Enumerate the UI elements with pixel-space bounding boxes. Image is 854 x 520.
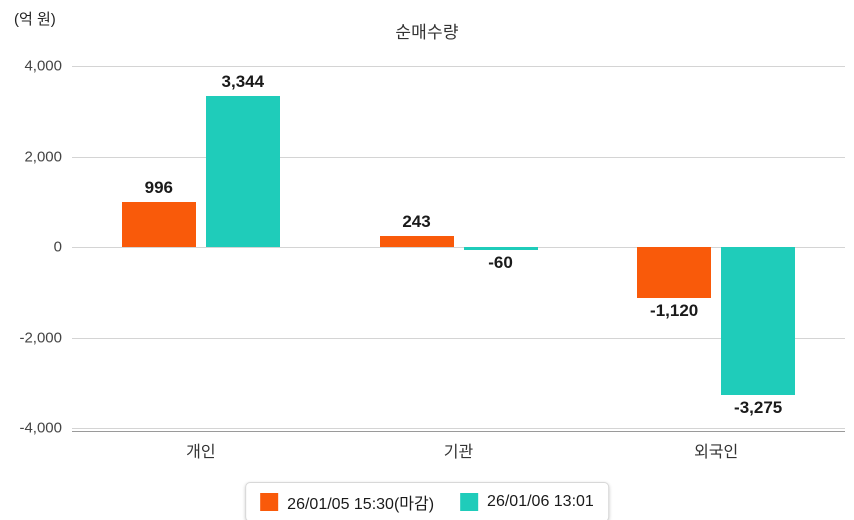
legend-item-0[interactable]: 26/01/05 15:30(마감) <box>260 490 434 514</box>
y-axis-tick-label: 4,000 <box>24 57 62 75</box>
y-axis-tick-label: 0 <box>53 238 62 256</box>
y-axis-tick-label: -4,000 <box>19 419 62 437</box>
x-axis-line <box>72 431 845 432</box>
bar-개인-s0[interactable] <box>121 201 196 247</box>
plot-area: 996 243 -1,120 3,344 -60 -3,275 <box>72 66 845 429</box>
x-axis-category-label: 외국인 <box>694 444 739 461</box>
x-axis-category-label: 개인 <box>186 444 216 461</box>
gridline <box>72 247 845 248</box>
chart-title: 순매수량 <box>395 23 459 42</box>
y-axis-tick-label: 2,000 <box>24 148 62 165</box>
gridline <box>72 156 845 158</box>
bar-value-label: -3,275 <box>734 398 783 418</box>
legend-label: 26/01/06 13:01 <box>487 493 594 510</box>
bar-기관-s1[interactable] <box>463 247 538 250</box>
bar-value-label: 996 <box>144 177 174 197</box>
bar-value-label: -60 <box>488 253 513 272</box>
gridline <box>72 337 845 339</box>
bar-value-label: -1,120 <box>650 300 699 320</box>
legend-swatch-icon <box>260 493 279 511</box>
chart-legend: 26/01/05 15:30(마감) 26/01/06 13:01 <box>245 482 609 520</box>
bar-value-label: 3,344 <box>221 71 265 91</box>
gridline <box>72 66 845 67</box>
legend-label: 26/01/05 15:30(마감) <box>287 496 435 513</box>
bar-기관-s0[interactable] <box>379 236 454 247</box>
x-axis-category-label: 기관 <box>443 444 474 461</box>
bar-value-label: 243 <box>402 212 431 231</box>
bar-외국인-s1[interactable] <box>721 247 796 396</box>
bar-개인-s1[interactable] <box>205 95 280 247</box>
y-axis-tick-label: -2,000 <box>19 329 62 346</box>
bar-외국인-s0[interactable] <box>637 247 712 298</box>
y-axis-unit-label: (억 원) <box>14 11 56 28</box>
gridline <box>72 428 845 429</box>
legend-swatch-icon <box>460 493 479 511</box>
legend-item-1[interactable]: 26/01/06 13:01 <box>460 493 594 511</box>
